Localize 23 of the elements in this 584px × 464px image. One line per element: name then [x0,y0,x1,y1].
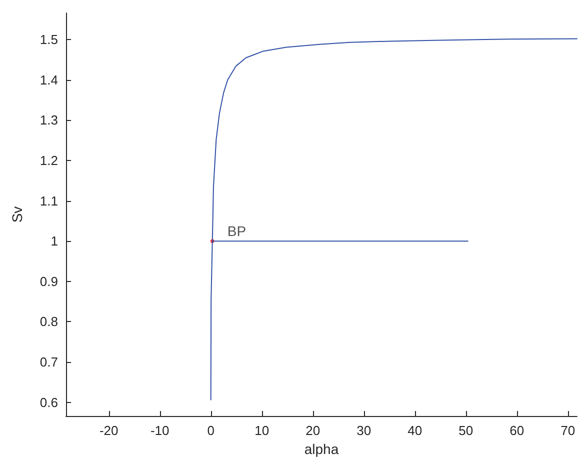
annotation: BP [227,223,246,240]
y-tick-label: 0.9 [40,274,58,289]
y-axis-title: Sv [9,206,25,223]
y-tick-label: 0.6 [40,394,58,410]
x-tick-label: 20 [306,423,320,438]
x-tick-label: 50 [458,423,474,438]
x-axis-title: alpha [304,441,339,457]
y-tick-label: 0.7 [40,354,58,370]
y-tick-label: 1.5 [40,32,58,48]
x-tick-label: 70 [560,423,576,438]
x-tick-label: -10 [150,423,170,438]
x-tick-label: -20 [99,423,118,438]
y-tick-label: 1.1 [40,193,58,208]
x-tick-label: 30 [356,423,372,438]
y-tick-label: 1.4 [40,72,58,88]
x-tick-label: 10 [254,423,270,438]
y-tick-label: 1.2 [40,153,58,168]
x-tick-label: 0 [207,423,214,438]
y-tick-label: 1 [50,234,58,249]
y-tick-label: 0.8 [40,314,58,330]
x-tick-label: 60 [510,423,524,438]
y-tick-label: 1.3 [40,112,58,128]
x-tick-label: 40 [408,423,422,438]
